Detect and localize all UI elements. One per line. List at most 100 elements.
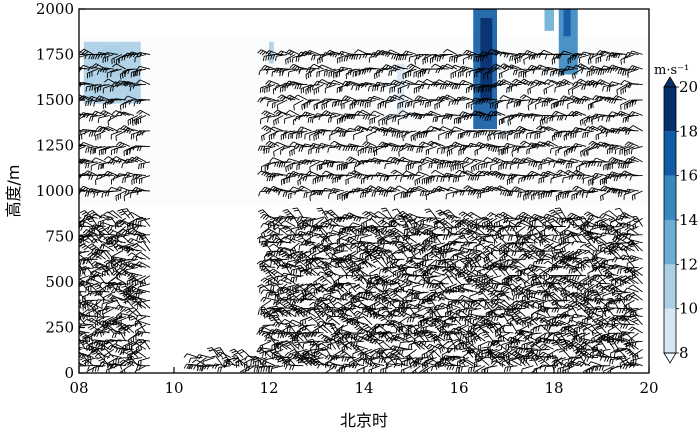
wind-barb: [330, 161, 344, 168]
wind-barb: [562, 175, 575, 184]
wind-barb: [477, 190, 490, 199]
x-tick-label: 16: [449, 379, 468, 397]
wind-barb: [452, 190, 465, 198]
wind-barb-layer: [79, 48, 643, 373]
wind-barb: [123, 172, 139, 178]
wind-barb: [463, 156, 478, 163]
wind-barb: [532, 190, 546, 196]
wind-barb: [284, 175, 296, 184]
colorbar-segment: [664, 220, 676, 265]
x-tick-label: 14: [354, 379, 373, 397]
wind-barb: [428, 161, 441, 169]
wind-barb: [470, 161, 482, 173]
colorbar-tick-label: 16: [679, 167, 698, 185]
y-axis-title: 高度/m: [4, 165, 23, 218]
wind-barb: [603, 175, 615, 185]
wind-barb: [500, 174, 514, 180]
wind-barb: [624, 188, 639, 195]
colorbar: 8 10 12 14 16 18 20: [663, 76, 698, 364]
wind-barb: [273, 173, 288, 178]
wind-barb: [459, 170, 474, 176]
wind-barb: [608, 187, 623, 194]
wind-barb: [632, 190, 643, 201]
colorbar-unit: m·s⁻¹: [654, 63, 689, 78]
wind-barb: [383, 190, 397, 197]
heat-cell: [544, 9, 554, 31]
wind-barb: [321, 159, 336, 166]
wind-barb: [451, 160, 465, 166]
x-axis-title: 北京时: [340, 411, 388, 430]
wind-barb: [305, 170, 320, 177]
wind-barb: [103, 170, 118, 178]
wind-barb: [345, 175, 357, 185]
wind-barb: [576, 174, 591, 180]
heat-cell: [563, 9, 571, 37]
wind-barb: [285, 161, 296, 173]
colorbar-bottom-cap: [663, 352, 677, 364]
wind-barb: [471, 158, 486, 164]
wind-barb: [479, 170, 494, 176]
wind-barb: [346, 156, 361, 163]
wind-barb: [517, 190, 530, 198]
wind-barb: [258, 190, 272, 197]
wind-barb: [430, 157, 445, 165]
y-tick-label: 1500: [36, 91, 74, 109]
colorbar-segment: [664, 175, 676, 220]
wind-barb: [79, 158, 94, 165]
wind-barb: [394, 185, 409, 192]
wind-barb: [91, 157, 106, 163]
y-tick-label: 1250: [36, 137, 74, 155]
wind-barb: [564, 190, 578, 196]
wind-barb: [83, 170, 98, 177]
wind-barb: [410, 186, 425, 192]
wind-barb: [592, 188, 607, 194]
y-tick-label: 0: [64, 364, 74, 382]
wind-barb: [90, 161, 102, 171]
wind-barb: [450, 161, 462, 172]
wind-barb: [552, 173, 566, 180]
colorbar-tick-label: 20: [679, 78, 698, 96]
wind-barb: [269, 172, 284, 178]
wind-barb: [131, 175, 143, 185]
wind-barb: [360, 190, 373, 199]
wind-barb: [463, 185, 478, 192]
x-tick-label: 12: [259, 379, 278, 397]
wind-barb: [289, 170, 304, 178]
wind-barb: [79, 174, 86, 176]
wind-barb: [406, 160, 421, 166]
wind-barb: [568, 174, 583, 180]
wind-barb: [294, 189, 308, 196]
wind-barb: [309, 190, 320, 202]
wind-barb: [623, 190, 635, 200]
wind-barb: [472, 175, 486, 181]
y-tick-label: 2000: [36, 0, 74, 18]
wind-barb: [314, 175, 328, 181]
wind-barb: [592, 172, 607, 179]
wind-barb: [138, 161, 151, 170]
wind-barb: [378, 159, 393, 165]
wind-barb: [85, 161, 98, 169]
heatmap-layer: [79, 9, 649, 206]
wind-barb: [483, 171, 498, 176]
colorbar-segment: [664, 131, 676, 176]
wind-barb: [508, 190, 522, 197]
heat-cell: [269, 41, 274, 64]
wind-barb: [414, 175, 425, 186]
wind-barb: [475, 170, 490, 176]
wind-barb: [138, 175, 151, 184]
wind-barb: [414, 185, 429, 192]
y-tick-label: 1750: [36, 46, 74, 64]
colorbar-top-cap: [663, 76, 677, 88]
wind-barb: [123, 190, 135, 202]
wind-barb: [495, 185, 510, 192]
wind-barb: [444, 161, 457, 168]
wind-barb: [459, 190, 474, 196]
y-tick-label: 1000: [36, 182, 74, 200]
wind-barb: [291, 161, 304, 169]
wind-barb: [521, 175, 534, 182]
wind-barb: [393, 190, 405, 201]
wind-barb: [548, 189, 562, 196]
wind-barb: [439, 159, 453, 166]
wind-barb: [297, 185, 312, 192]
wind-barb: [282, 190, 296, 198]
